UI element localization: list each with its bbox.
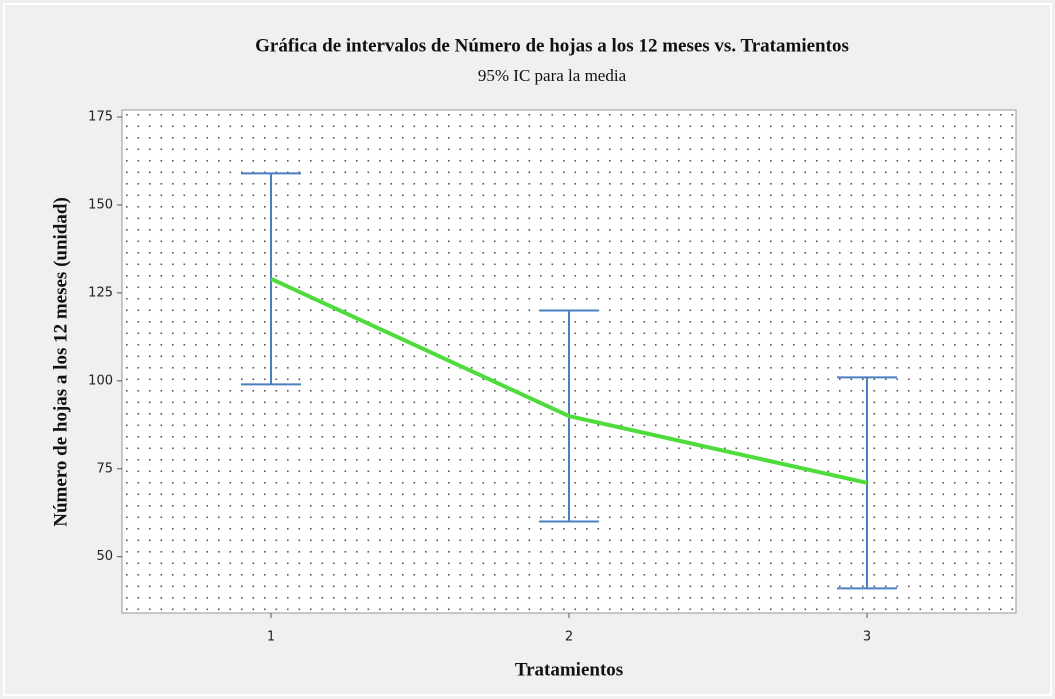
chart-subtitle: 95% IC para la media xyxy=(478,66,627,85)
y-tick-label: 150 xyxy=(88,197,113,212)
y-tick-label: 125 xyxy=(88,285,113,300)
y-axis-label: Número de hojas a los 12 meses (unidad) xyxy=(50,197,71,527)
x-tick-label: 3 xyxy=(863,630,871,645)
x-tick-label: 1 xyxy=(267,630,275,645)
y-tick-label: 175 xyxy=(88,110,113,125)
mean-line xyxy=(270,277,868,485)
x-tick-label: 2 xyxy=(565,630,573,645)
y-tick-label: 50 xyxy=(96,549,113,564)
y-tick-label: 100 xyxy=(88,373,113,388)
chart-title: Gráfica de intervalos de Número de hojas… xyxy=(255,35,849,56)
y-tick-label: 75 xyxy=(96,461,113,476)
x-axis-label: Tratamientos xyxy=(515,659,623,680)
